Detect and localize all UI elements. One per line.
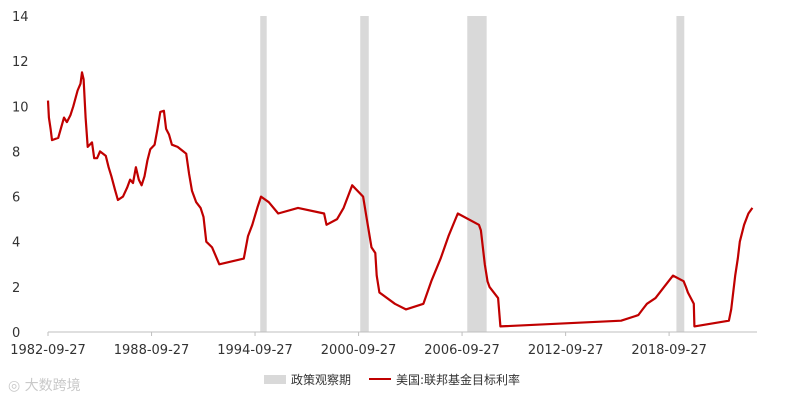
- legend-item-fed-rate: 美国:联邦基金目标利率: [369, 371, 520, 388]
- legend: 政策观察期 美国:联邦基金目标利率: [264, 369, 538, 389]
- legend-label-fed-rate: 美国:联邦基金目标利率: [396, 372, 521, 387]
- series-line-fed-funds-target-rate: [46, 71, 754, 328]
- y-tick-label-7: 14: [12, 10, 29, 25]
- x-tick-label-1: 1988-09-27: [114, 343, 190, 358]
- shaded-period-3: [467, 16, 487, 332]
- watermark: ◎ 大数跨境: [8, 375, 81, 395]
- legend-swatch-line: [369, 378, 392, 380]
- x-tick-label-5: 2012-09-27: [528, 343, 604, 358]
- y-tick-label-0: 0: [12, 326, 20, 341]
- x-tick-label-3: 2000-09-27: [321, 343, 397, 358]
- watermark-text: 大数跨境: [24, 378, 81, 394]
- y-tick-label-6: 12: [12, 55, 29, 70]
- x-tick-label-6: 2018-09-27: [631, 343, 707, 358]
- shaded-period-4: [676, 16, 685, 332]
- x-axis-ticks: 1982-09-27 1988-09-27 1994-09-27 2000-09-27…: [10, 332, 707, 358]
- x-tick-label-4: 2006-09-27: [424, 343, 500, 358]
- y-axis-ticks: 0 2 4 6 8 10 12 14: [12, 10, 29, 341]
- y-tick-label-2: 4: [12, 236, 20, 251]
- legend-item-policy-period: 政策观察期: [264, 371, 351, 388]
- y-tick-label-5: 10: [12, 100, 29, 115]
- y-tick-label-1: 2: [12, 281, 20, 296]
- x-tick-label-2: 1994-09-27: [217, 343, 293, 358]
- y-tick-label-4: 8: [12, 145, 20, 160]
- x-tick-label-0: 1982-09-27: [10, 343, 86, 358]
- shaded-period-1: [260, 16, 267, 332]
- legend-label-policy-period: 政策观察期: [291, 372, 352, 387]
- legend-swatch-shaded: [264, 374, 286, 384]
- watermark-icon: ◎: [8, 378, 25, 394]
- shaded-periods: [260, 16, 685, 332]
- shaded-period-2: [360, 16, 369, 332]
- y-tick-label-3: 6: [12, 191, 20, 206]
